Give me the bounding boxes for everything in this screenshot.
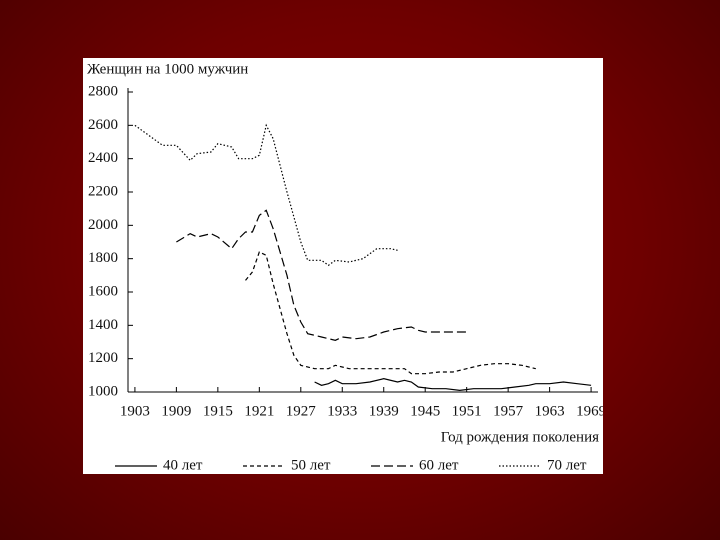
y-tick-label: 1200 [88, 350, 118, 366]
x-axis-title: Год рождения поколения [441, 429, 599, 445]
y-tick-label: 1400 [88, 317, 118, 333]
series-line [134, 123, 398, 267]
y-tick-label: 2800 [88, 83, 118, 99]
legend-label: 70 лет [547, 457, 587, 473]
y-tick-label: 2200 [88, 183, 118, 199]
x-tick-label: 1939 [369, 403, 399, 419]
legend-label: 60 лет [419, 457, 459, 473]
y-tick-label: 2400 [88, 150, 118, 166]
y-tick-label: 1800 [88, 250, 118, 266]
x-tick-label: 1927 [286, 403, 317, 419]
x-tick-label: 1951 [452, 403, 482, 419]
series-line [176, 209, 467, 341]
legend-label: 40 лет [163, 457, 203, 473]
x-tick-label: 1903 [120, 403, 150, 419]
x-tick-label: 1957 [493, 403, 524, 419]
x-tick-label: 1945 [410, 403, 440, 419]
chart: Женщин на 1000 мужчин Год рождения покол… [83, 58, 603, 474]
chart-panel [83, 58, 603, 474]
x-tick-label: 1969 [576, 403, 603, 419]
x-tick-label: 1915 [203, 403, 233, 419]
x-tick-label: 1963 [535, 403, 565, 419]
series-line [314, 378, 592, 391]
x-tick-label: 1921 [244, 403, 274, 419]
x-tick-label: 1933 [327, 403, 357, 419]
y-tick-label: 1600 [88, 283, 118, 299]
chart-title: Женщин на 1000 мужчин [87, 61, 248, 77]
legend-label: 50 лет [291, 457, 331, 473]
series-line [245, 251, 536, 375]
y-tick-label: 2000 [88, 217, 118, 233]
y-tick-label: 1000 [88, 383, 118, 399]
x-tick-label: 1909 [161, 403, 191, 419]
y-tick-label: 2600 [88, 117, 118, 133]
